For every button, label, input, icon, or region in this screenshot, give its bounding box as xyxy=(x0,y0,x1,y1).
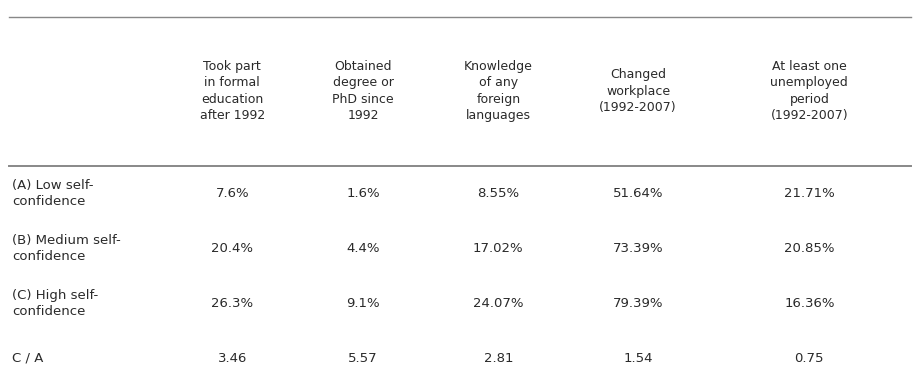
Text: 1.6%: 1.6% xyxy=(346,187,380,199)
Text: 20.4%: 20.4% xyxy=(211,242,253,254)
Text: 21.71%: 21.71% xyxy=(783,187,834,199)
Text: (B) Medium self-
confidence: (B) Medium self- confidence xyxy=(12,234,120,263)
Text: 17.02%: 17.02% xyxy=(472,242,523,254)
Text: Obtained
degree or
PhD since
1992: Obtained degree or PhD since 1992 xyxy=(332,60,393,122)
Text: 3.46: 3.46 xyxy=(218,352,247,365)
Text: (A) Low self-
confidence: (A) Low self- confidence xyxy=(12,179,94,208)
Text: 73.39%: 73.39% xyxy=(612,242,663,254)
Text: 7.6%: 7.6% xyxy=(215,187,249,199)
Text: 4.4%: 4.4% xyxy=(346,242,380,254)
Text: Knowledge
of any
foreign
languages: Knowledge of any foreign languages xyxy=(463,60,532,122)
Text: 20.85%: 20.85% xyxy=(783,242,834,254)
Text: 26.3%: 26.3% xyxy=(211,297,253,310)
Text: 8.55%: 8.55% xyxy=(477,187,519,199)
Text: C / A: C / A xyxy=(12,352,43,365)
Text: 1.54: 1.54 xyxy=(623,352,652,365)
Text: 5.57: 5.57 xyxy=(348,352,378,365)
Text: At least one
unemployed
period
(1992-2007): At least one unemployed period (1992-200… xyxy=(769,60,847,122)
Text: Took part
in formal
education
after 1992: Took part in formal education after 1992 xyxy=(199,60,265,122)
Text: 0.75: 0.75 xyxy=(794,352,823,365)
Text: Changed
workplace
(1992-2007): Changed workplace (1992-2007) xyxy=(598,68,676,114)
Text: 24.07%: 24.07% xyxy=(472,297,523,310)
Text: 9.1%: 9.1% xyxy=(346,297,380,310)
Text: 51.64%: 51.64% xyxy=(612,187,663,199)
Text: 79.39%: 79.39% xyxy=(612,297,663,310)
Text: (C) High self-
confidence: (C) High self- confidence xyxy=(12,289,98,318)
Text: 2.81: 2.81 xyxy=(483,352,513,365)
Text: 16.36%: 16.36% xyxy=(783,297,834,310)
